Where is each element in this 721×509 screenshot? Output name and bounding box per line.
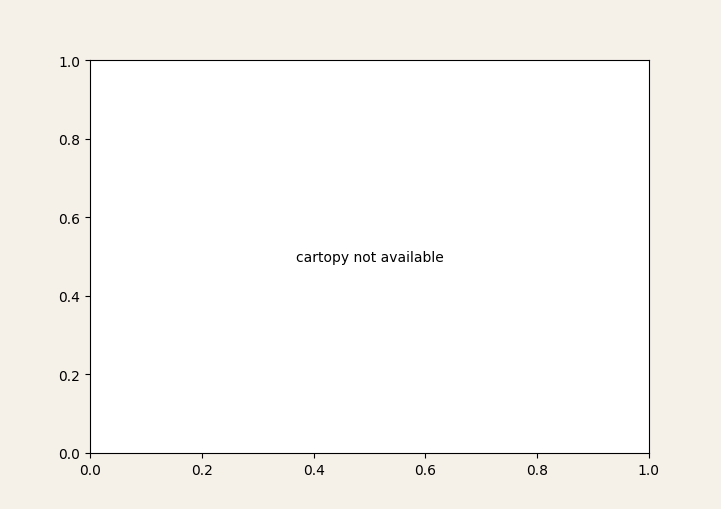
Text: cartopy not available: cartopy not available xyxy=(296,250,443,264)
